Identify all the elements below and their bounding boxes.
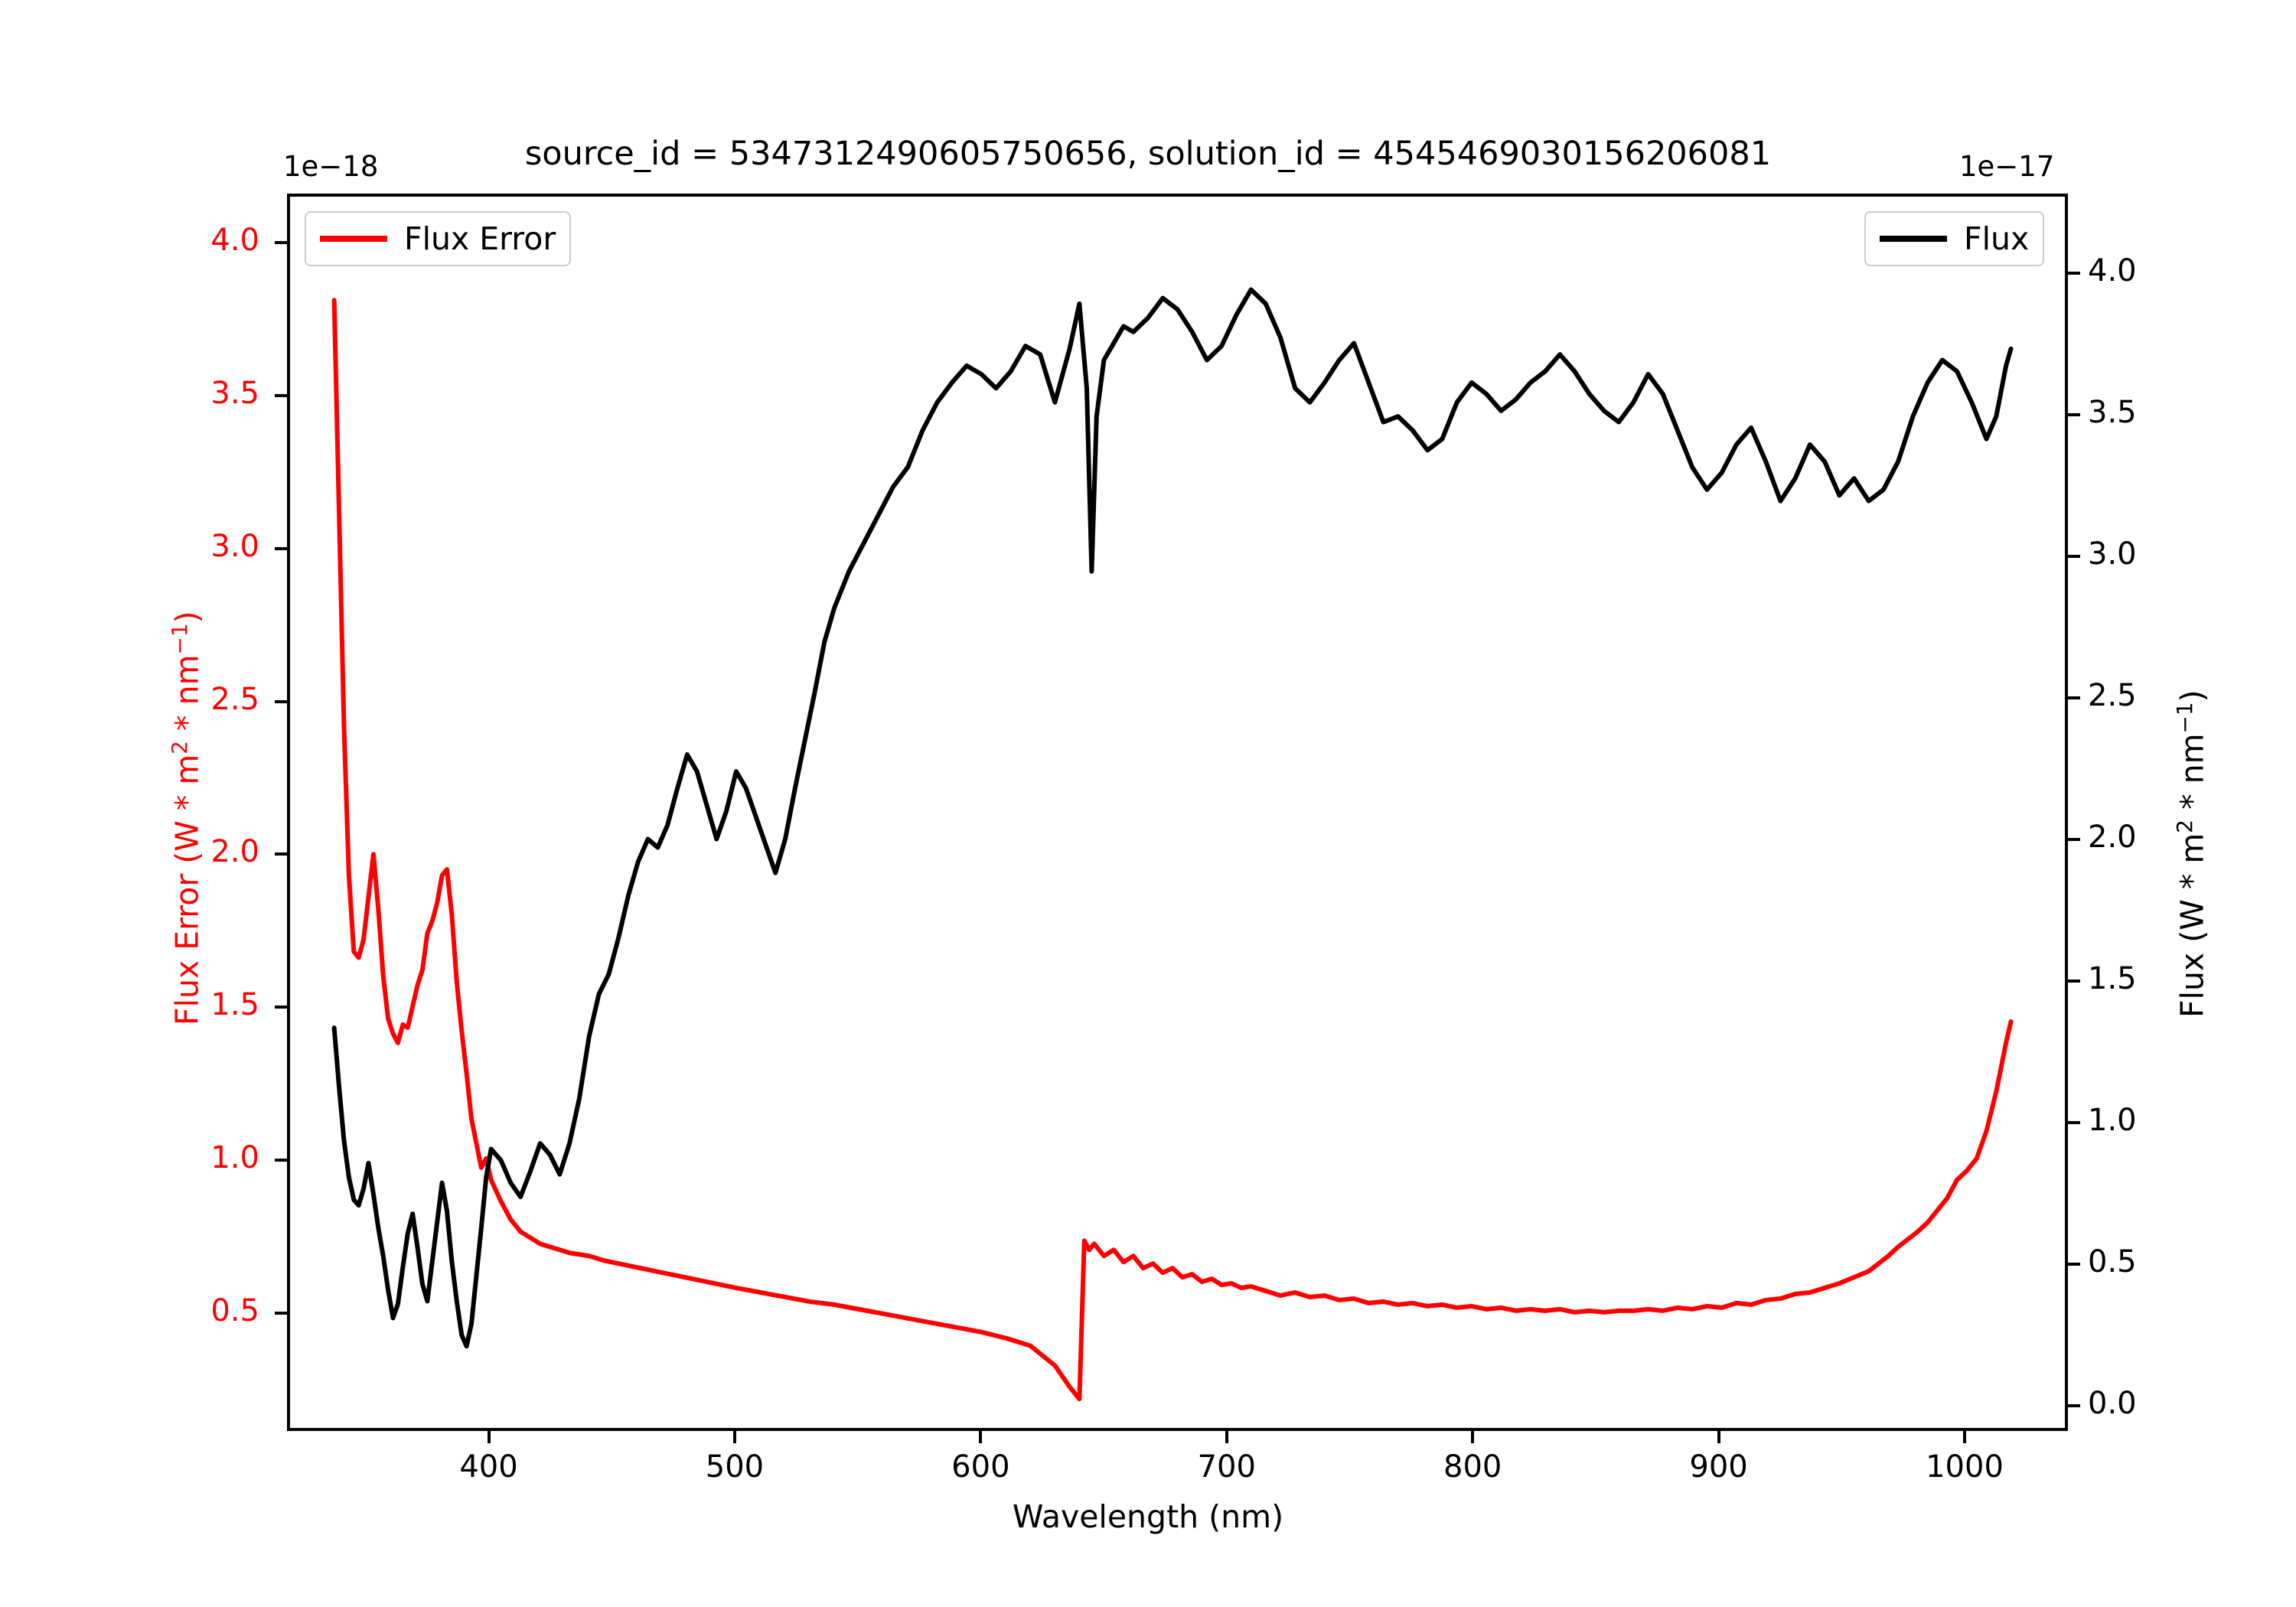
- x-tickmark: [1963, 1431, 1966, 1443]
- x-tick-label-1000: 1000: [1926, 1449, 2004, 1485]
- y-left-tickmark: [275, 546, 287, 550]
- x-tickmark: [979, 1431, 983, 1443]
- x-tickmark: [1225, 1431, 1228, 1443]
- y-left-tick-label-2.5: 2.5: [210, 681, 259, 717]
- right-axis-label: Flux (W * m2 * nm−1): [2172, 689, 2211, 1018]
- y-left-tickmark: [275, 852, 287, 856]
- legend-flux[interactable]: Flux: [1864, 211, 2045, 266]
- y-left-tickmark: [275, 1006, 287, 1009]
- y-right-tick-label-4.0: 4.0: [2088, 253, 2137, 288]
- y-right-tickmark: [2068, 979, 2080, 983]
- y-right-tick-label-1.5: 1.5: [2088, 960, 2137, 996]
- plot-axes: [287, 194, 2068, 1431]
- y-right-tickmark: [2068, 1120, 2080, 1124]
- plot-svg: [290, 197, 2065, 1428]
- x-tickmark: [732, 1431, 736, 1443]
- series-line-flux-error: [334, 300, 2011, 1399]
- y-right-tickmark: [2068, 1403, 2080, 1407]
- y-left-tick-label-4.0: 4.0: [210, 222, 259, 258]
- legend-label-flux-error: Flux Error: [404, 220, 556, 257]
- y-left-tick-label-1.5: 1.5: [210, 987, 259, 1023]
- legend-line-icon-flux-error: [320, 236, 387, 242]
- x-tick-label-700: 700: [1197, 1449, 1256, 1485]
- y-left-tick-label-3.0: 3.0: [210, 528, 259, 564]
- y-right-tickmark: [2068, 412, 2080, 416]
- y-right-tick-label-2.5: 2.5: [2088, 677, 2137, 713]
- y-right-tick-label-1.0: 1.0: [2088, 1102, 2137, 1138]
- x-tick-label-400: 400: [459, 1449, 518, 1485]
- page-title: source_id = 5347312490605750656, solutio…: [524, 135, 1772, 173]
- y-left-tickmark: [275, 393, 287, 397]
- x-tickmark: [487, 1431, 491, 1443]
- y-right-tick-label-0.0: 0.0: [2088, 1385, 2137, 1421]
- y-right-tick-label-0.5: 0.5: [2088, 1244, 2137, 1279]
- x-tick-label-800: 800: [1443, 1449, 1502, 1485]
- x-tick-label-500: 500: [705, 1449, 765, 1485]
- y-left-tickmark: [275, 699, 287, 703]
- left-axis-offset-text: 1e−18: [283, 150, 379, 183]
- legend-flux-error[interactable]: Flux Error: [305, 211, 572, 266]
- y-left-tick-label-2.0: 2.0: [210, 834, 259, 870]
- x-axis-label: Wavelength (nm): [1012, 1498, 1284, 1535]
- y-right-tick-label-3.5: 3.5: [2088, 394, 2137, 430]
- x-tick-label-600: 600: [951, 1449, 1010, 1485]
- legend-label-flux: Flux: [1964, 220, 2030, 257]
- y-left-tickmark: [275, 1312, 287, 1315]
- y-right-tickmark: [2068, 837, 2080, 841]
- y-left-tick-label-3.5: 3.5: [210, 375, 259, 411]
- right-axis-offset-text: 1e−17: [1959, 150, 2055, 183]
- y-right-tickmark: [2068, 271, 2080, 275]
- x-tickmark: [1717, 1431, 1720, 1443]
- y-right-tick-label-2.0: 2.0: [2088, 819, 2137, 855]
- y-left-tickmark: [275, 1159, 287, 1162]
- y-right-tick-label-3.0: 3.0: [2088, 536, 2137, 572]
- y-right-tickmark: [2068, 554, 2080, 558]
- left-axis-label: Flux Error (W * m2 * nm−1): [167, 611, 206, 1025]
- x-tickmark: [1471, 1431, 1475, 1443]
- y-right-tickmark: [2068, 1262, 2080, 1266]
- x-tick-label-900: 900: [1689, 1449, 1748, 1485]
- y-right-tickmark: [2068, 696, 2080, 699]
- y-left-tick-label-1.0: 1.0: [210, 1140, 259, 1176]
- y-left-tickmark: [275, 240, 287, 244]
- legend-line-icon-flux: [1880, 236, 1947, 242]
- series-line-flux: [334, 290, 2011, 1347]
- y-left-tick-label-0.5: 0.5: [210, 1293, 259, 1329]
